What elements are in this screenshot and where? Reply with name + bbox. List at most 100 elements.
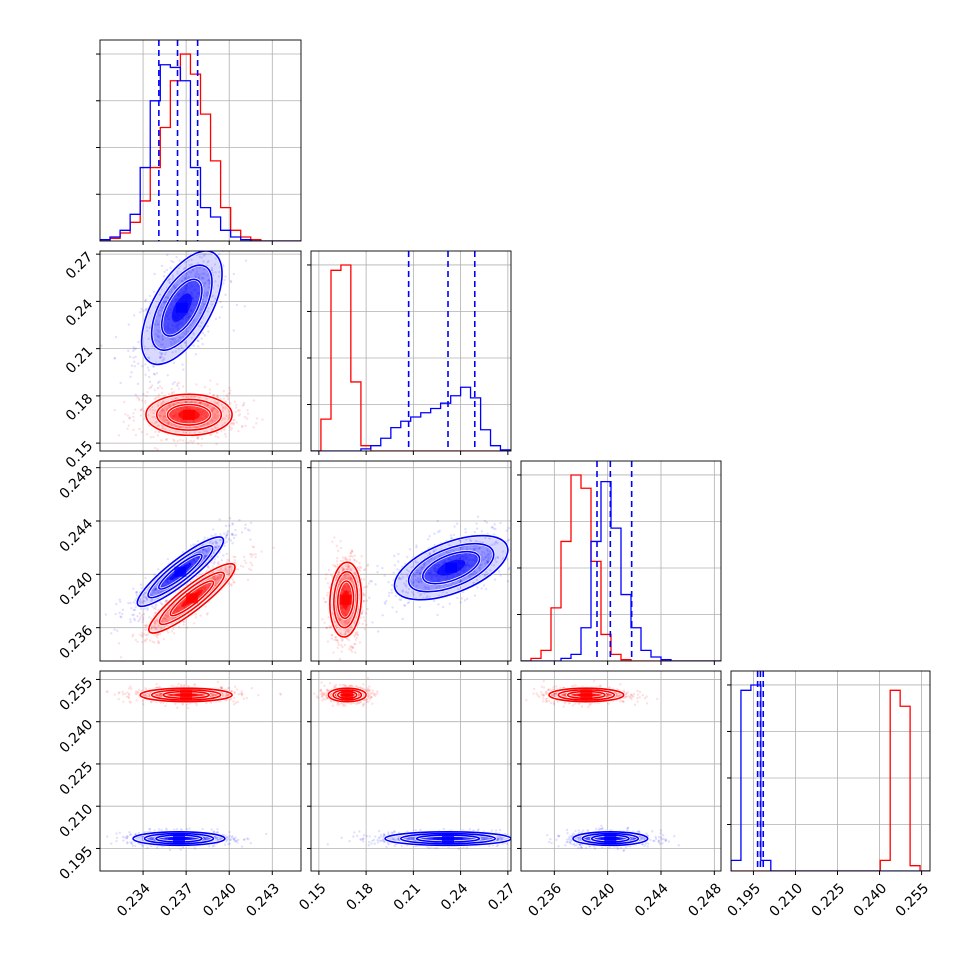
scatter-point — [464, 527, 467, 531]
scatter-point — [210, 534, 213, 537]
scatter-point — [244, 424, 247, 428]
scatter-point — [113, 357, 116, 360]
scatter-point — [220, 686, 223, 690]
scatter-point — [140, 430, 144, 434]
scatter-point — [200, 444, 203, 447]
scatter-point — [347, 620, 350, 624]
scatter-point — [488, 549, 492, 553]
scatter-point — [441, 605, 445, 609]
histogram-red — [311, 264, 511, 451]
scatter-point — [206, 235, 208, 237]
scatter-point — [475, 527, 479, 530]
scatter-point — [215, 417, 218, 420]
scatter-point — [349, 648, 352, 652]
scatter-point — [155, 421, 158, 424]
scatter-point — [232, 581, 235, 584]
scatter-point — [136, 640, 139, 644]
scatter-point — [353, 572, 357, 575]
scatter-point — [215, 542, 218, 545]
scatter-point — [335, 560, 339, 563]
scatter-point — [145, 326, 149, 329]
scatter-point — [176, 706, 179, 710]
scatter-point — [179, 583, 183, 587]
scatter-point — [150, 700, 153, 703]
scatter-point — [148, 387, 151, 390]
scatter-point — [155, 682, 158, 686]
scatter-point — [170, 630, 173, 633]
scatter-point — [419, 577, 422, 581]
scatter-point — [114, 612, 117, 616]
scatter-point — [526, 522, 528, 524]
scatter-point — [482, 584, 486, 587]
scatter-point — [489, 569, 492, 572]
scatter-point — [416, 569, 420, 572]
scatter-point — [148, 616, 151, 619]
scatter-point — [205, 294, 209, 297]
contour-line — [136, 536, 225, 608]
scatter-point — [163, 415, 166, 418]
scatter-point — [159, 692, 162, 696]
scatter-point — [157, 591, 161, 594]
scatter-point — [199, 230, 201, 232]
scatter-point — [162, 275, 166, 278]
histogram-blue — [100, 64, 301, 241]
scatter-point — [326, 591, 330, 594]
scatter-point — [222, 405, 225, 409]
scatter-point — [336, 646, 339, 650]
scatter-point — [481, 558, 485, 561]
scatter-point — [418, 571, 421, 575]
scatter-point — [181, 335, 185, 338]
scatter-point — [226, 558, 229, 561]
scatter-point — [234, 533, 238, 537]
scatter-point — [122, 700, 125, 704]
scatter-point — [186, 581, 189, 584]
scatter-point — [465, 597, 469, 601]
scatter-point — [333, 621, 337, 624]
scatter-point — [214, 540, 217, 544]
scatter-point — [485, 548, 489, 551]
scatter-point — [158, 355, 162, 359]
scatter-point — [227, 568, 230, 572]
scatter-point — [198, 401, 202, 405]
scatter-point — [172, 632, 176, 635]
scatter-point — [415, 584, 418, 588]
scatter-point — [260, 550, 263, 553]
scatter-point — [330, 573, 333, 577]
scatter-point — [350, 650, 354, 653]
scatter-point — [201, 305, 205, 308]
scatter-point — [403, 603, 406, 607]
scatter-point — [488, 556, 491, 559]
scatter-point — [143, 299, 147, 303]
scatter-point — [219, 685, 223, 689]
scatter-point — [161, 400, 165, 403]
scatter-point — [244, 259, 248, 262]
scatter-point — [225, 571, 228, 574]
scatter-point — [485, 521, 488, 524]
scatter-point — [178, 259, 181, 262]
scatter-point — [170, 387, 173, 391]
scatter-point — [203, 268, 206, 271]
scatter-point — [340, 650, 343, 653]
scatter-point — [238, 413, 242, 416]
scatter-point — [414, 560, 417, 564]
scatter-point — [483, 562, 487, 565]
scatter-point — [197, 442, 200, 446]
scatter-point — [203, 334, 206, 337]
scatter-point — [170, 291, 174, 294]
scatter-point — [249, 552, 252, 556]
scatter-point — [339, 539, 342, 543]
scatter-point — [506, 539, 510, 542]
scatter-point — [397, 560, 400, 563]
scatter-point — [122, 400, 126, 404]
scatter-point — [156, 633, 159, 637]
scatter-point — [346, 565, 350, 568]
scatter-point — [144, 628, 147, 631]
scatter-point — [162, 637, 166, 641]
scatter-point — [170, 259, 173, 263]
scatter-point — [332, 651, 335, 654]
scatter-point — [238, 518, 241, 522]
scatter-point — [445, 550, 448, 554]
scatter-point — [199, 559, 203, 562]
scatter-point — [196, 436, 199, 439]
scatter-point — [184, 276, 187, 280]
